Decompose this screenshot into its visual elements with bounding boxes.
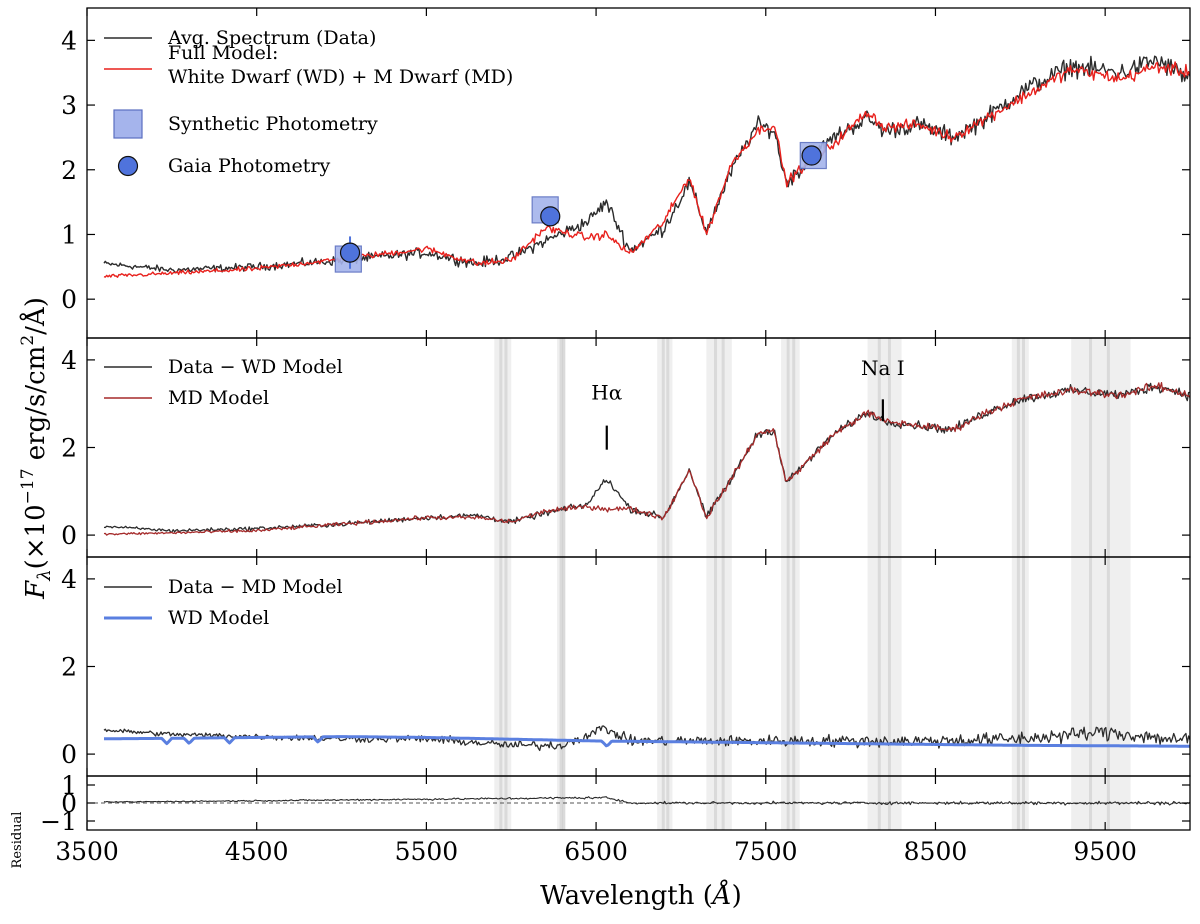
legend-label-1-0: Data − WD Model <box>168 356 343 378</box>
gaia-photometry-0 <box>339 242 361 263</box>
gaia-photometry-2 <box>801 145 822 166</box>
legend-label2-0-1: White Dwarf (WD) + M Dwarf (MD) <box>168 66 513 88</box>
ytick-label-2-2: 4 <box>61 565 77 594</box>
ytick-label-3-2: 1 <box>61 771 77 800</box>
gaia-photometry-1 <box>540 206 561 227</box>
xtick-label-6: 9500 <box>1073 837 1137 866</box>
ytick-label-3-0: −1 <box>40 807 77 836</box>
telluric-line-4-1 <box>792 338 796 830</box>
ytick-label-0-3: 3 <box>61 91 77 120</box>
telluric-band-0 <box>494 338 512 830</box>
telluric-line-5-1 <box>887 338 891 830</box>
series-residual <box>103 796 1190 806</box>
line-annotations: Hα Na I <box>591 356 905 450</box>
telluric-line-3-1 <box>721 338 725 830</box>
xtick-label-2: 5500 <box>395 837 459 866</box>
annotation-label-0: Hα <box>591 380 622 404</box>
legend-label-0-1: Full Model: <box>168 42 278 64</box>
legend-label-0-2: Synthetic Photometry <box>168 113 378 135</box>
telluric-bands <box>494 338 1131 830</box>
telluric-band-3 <box>706 338 732 830</box>
telluric-line-2-0 <box>661 338 665 830</box>
telluric-band-2 <box>657 338 673 830</box>
series-wd-model <box>104 735 1190 748</box>
ytick-label-3-1: 0 <box>61 789 77 818</box>
series-full-model <box>103 61 1190 278</box>
telluric-band-4 <box>781 338 800 830</box>
legend-label-2-1: WD Model <box>168 607 269 629</box>
legend-swatch-0-2 <box>113 109 143 139</box>
telluric-line-2-1 <box>666 338 670 830</box>
annotation-label-1: Na I <box>861 356 905 380</box>
residual-label: Residual <box>10 812 25 869</box>
xtick-label-3: 6500 <box>564 837 628 866</box>
xtick-label-0: 3500 <box>55 837 119 866</box>
ytick-label-0-1: 1 <box>61 220 77 249</box>
spectral-lines <box>87 55 1190 806</box>
x-axis-label: Wavelength (Å) <box>540 879 742 911</box>
ytick-label-1-2: 4 <box>61 346 77 375</box>
telluric-line-7-1 <box>1106 338 1110 830</box>
ytick-label-2-0: 0 <box>61 740 77 769</box>
xtick-label-1: 4500 <box>225 837 289 866</box>
legend-label-1-1: MD Model <box>168 387 269 409</box>
telluric-line-0-1 <box>504 338 508 830</box>
legend-label-2-0: Data − MD Model <box>168 576 343 598</box>
telluric-line-6-0 <box>1016 338 1020 830</box>
telluric-line-0-0 <box>499 338 503 830</box>
telluric-line-4-0 <box>786 338 790 830</box>
telluric-band-1 <box>557 338 566 830</box>
telluric-band-6 <box>1011 338 1029 830</box>
ytick-label-1-0: 0 <box>61 521 77 550</box>
telluric-line-7-0 <box>1089 338 1093 830</box>
xtick-label-4: 7500 <box>734 837 798 866</box>
ytick-label-1-1: 2 <box>61 434 77 463</box>
legend-swatch-0-3 <box>117 155 139 177</box>
telluric-line-1-0 <box>559 338 563 830</box>
telluric-line-3-0 <box>714 338 718 830</box>
legend-label-0-3: Gaia Photometry <box>168 155 330 177</box>
ytick-label-0-4: 4 <box>61 26 77 55</box>
ytick-label-0-2: 2 <box>61 156 77 185</box>
telluric-line-5-0 <box>877 338 881 830</box>
series-md-model <box>103 381 1190 536</box>
telluric-line-1-1 <box>562 338 566 830</box>
legends: Avg. Spectrum (Data)Full Model:White Dwa… <box>104 27 513 629</box>
y-axis-label: Fλ(×10−17 erg/s/cm2/Å) <box>18 297 55 600</box>
legend-label-0-0: Avg. Spectrum (Data) <box>167 27 376 49</box>
telluric-band-7 <box>1071 338 1131 830</box>
ytick-label-2-1: 2 <box>61 653 77 682</box>
photometry-markers <box>334 141 827 273</box>
xtick-label-5: 8500 <box>904 837 968 866</box>
ytick-label-0-0: 0 <box>61 285 77 314</box>
telluric-line-6-1 <box>1022 338 1026 830</box>
